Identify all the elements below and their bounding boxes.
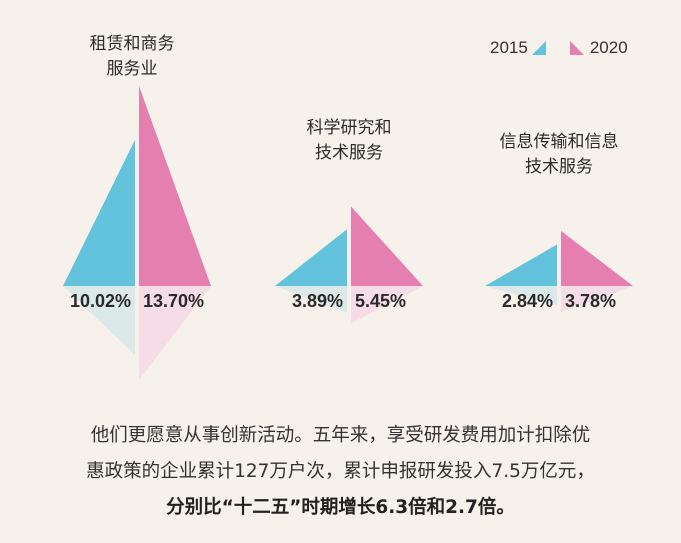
bar-2015-1 xyxy=(275,229,347,286)
value-label-2015-1: 3.89% xyxy=(291,291,343,311)
value-label-2020-2: 3.78% xyxy=(565,291,617,311)
bar-2015-2 xyxy=(485,244,557,286)
category-label-line2: 服务业 xyxy=(106,59,158,79)
bar-2020-2 xyxy=(561,230,633,286)
category-label-0: 租赁和商务 服务业 xyxy=(47,32,217,82)
reflection-2020-2 xyxy=(561,286,633,312)
value-label-2020-1: 5.45% xyxy=(355,291,407,311)
category-label-line2: 技术服务 xyxy=(525,157,593,177)
bar-2015-0 xyxy=(63,139,135,286)
bar-2020-1 xyxy=(351,206,423,286)
category-label-line1: 信息传输和信息 xyxy=(499,132,619,152)
legend-label-2015: 2015 xyxy=(490,38,528,57)
value-label-2020-0: 13.70% xyxy=(143,291,205,311)
legend-label-2020: 2020 xyxy=(589,38,628,57)
chart-area xyxy=(63,86,633,380)
body-text-line-3: 分别比“十二五”时期增长6.3倍和2.7倍。 xyxy=(166,497,515,518)
legend: 2015 2020 xyxy=(490,38,628,58)
value-label-2015-0: 10.02% xyxy=(69,291,131,311)
body-text-line-1: 他们更愿意从事创新活动。五年来，享受研发费用加计扣除优 xyxy=(90,425,591,446)
reflection-2020-0 xyxy=(139,286,211,380)
category-label-1: 科学研究和 技术服务 xyxy=(264,116,434,166)
legend-swatch-2020 xyxy=(569,41,584,55)
legend-swatch-2015 xyxy=(531,41,546,55)
reflection-2015-0 xyxy=(63,286,135,355)
category-label-line2: 技术服务 xyxy=(315,143,383,163)
value-label-2015-2: 2.84% xyxy=(501,291,553,311)
bar-2020-0 xyxy=(139,86,211,286)
reflection-2015-1 xyxy=(275,286,347,313)
reflection-2015-2 xyxy=(485,286,557,306)
category-label-line1: 租赁和商务 xyxy=(89,34,175,54)
category-label-line1: 科学研究和 xyxy=(306,118,392,138)
reflection-2020-1 xyxy=(351,286,423,324)
category-label-2: 信息传输和信息 技术服务 xyxy=(474,130,644,180)
body-text-line-2: 惠政策的企业累计127万户次，累计申报研发投入7.5万亿元， xyxy=(86,461,595,482)
